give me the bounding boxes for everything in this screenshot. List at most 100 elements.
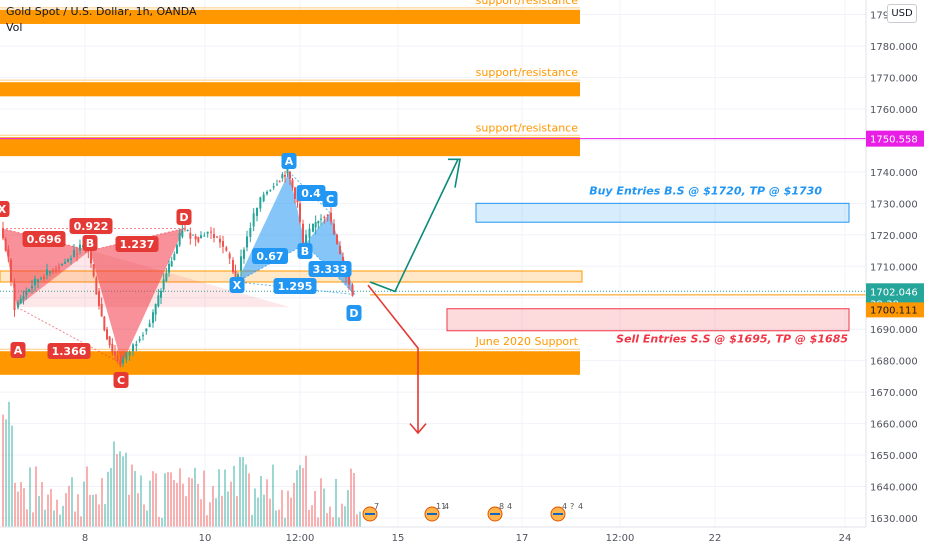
blue-ratio-ac-bg	[252, 248, 288, 264]
candle-body	[194, 235, 197, 240]
candle-body	[79, 244, 81, 251]
candle-body	[302, 223, 304, 243]
volume-bar	[299, 465, 301, 527]
blue-point-d: D	[349, 307, 358, 320]
candle-body	[203, 235, 206, 237]
zone-band	[0, 9, 580, 24]
volume-bar	[188, 477, 190, 527]
price-tick-label: 1630.000	[870, 514, 918, 525]
zone-label: June 2020 Support	[475, 335, 579, 348]
volume-bar	[326, 513, 328, 527]
price-tick-label: 1760.000	[870, 105, 918, 116]
candle-body	[168, 263, 170, 273]
red-ratio-ac-bg	[69, 218, 113, 234]
candle-body	[216, 236, 218, 238]
candle-body	[160, 290, 162, 298]
volume-bar	[203, 470, 205, 527]
red-point-c-bg	[113, 372, 129, 388]
volume-bar	[158, 516, 160, 527]
blue-point-x-bg	[229, 277, 245, 293]
candle-body	[240, 256, 242, 271]
price-tick-label: 1720.000	[870, 231, 918, 242]
volume-bars	[2, 401, 361, 527]
candle-body	[98, 291, 100, 306]
candle-body	[210, 231, 212, 233]
price-tick-label: 1670.000	[870, 388, 918, 399]
volume-bar	[35, 466, 37, 527]
blue-ratio-xb-bg	[296, 185, 326, 201]
candle-body	[34, 278, 36, 286]
candle-body	[145, 328, 148, 332]
volume-bar	[140, 475, 142, 527]
time-tick-label: 12:00	[286, 533, 315, 544]
volume-bar	[68, 485, 70, 527]
candle-body	[95, 277, 98, 295]
volume-bar	[2, 414, 4, 527]
candle-body	[323, 216, 326, 219]
volume-bar	[95, 494, 97, 527]
candle-body	[176, 245, 178, 254]
volume-bar	[287, 490, 289, 527]
candle-body	[181, 230, 184, 237]
event-badges	[362, 506, 566, 522]
candle-body	[291, 179, 294, 188]
volume-bar	[23, 488, 25, 527]
volume-bar	[272, 464, 274, 527]
volume-bar	[32, 512, 34, 527]
volume-bar	[5, 419, 7, 527]
volume-bar	[353, 472, 355, 527]
candle-body	[92, 264, 95, 277]
volume-bar	[17, 491, 19, 527]
candle-body	[276, 184, 278, 186]
event-badge-count: 4	[507, 502, 512, 511]
volume-bar	[164, 473, 166, 527]
blue-point-x: X	[233, 279, 242, 292]
candle-body	[142, 335, 144, 337]
candle-body	[40, 278, 42, 280]
red-ratio-bd: 1.237	[120, 238, 155, 251]
volume-bar	[41, 482, 43, 527]
volume-bar	[311, 505, 313, 527]
volume-bar	[323, 488, 325, 527]
volume-bar	[131, 464, 133, 527]
blue-ratio-ac: 0.67	[256, 250, 283, 263]
blue-ratio-xb: 0.4	[301, 187, 321, 200]
candle-body	[348, 275, 350, 285]
volume-bar	[278, 509, 280, 527]
volume-indicator-label[interactable]: Vol	[6, 21, 23, 34]
candle-body	[37, 279, 39, 282]
volume-bar	[119, 451, 121, 527]
candle-body	[152, 312, 154, 323]
volume-bar	[122, 456, 124, 527]
candle-body	[22, 296, 25, 300]
blue-point-c: C	[326, 193, 334, 206]
volume-bar	[227, 491, 229, 527]
candle-body	[10, 259, 12, 282]
volume-bar	[167, 472, 169, 527]
lower-price-tag: 1700.111	[870, 305, 918, 316]
time-tick-label: 10	[199, 533, 212, 544]
symbol-title[interactable]: Gold Spot / U.S. Dollar, 1h, OANDA	[6, 5, 197, 18]
volume-bar	[113, 441, 115, 527]
candle-body	[64, 261, 66, 264]
volume-bar	[209, 502, 211, 527]
price-tick-label: 1650.000	[870, 451, 918, 462]
volume-bar	[125, 452, 127, 527]
volume-bar	[251, 514, 253, 527]
red-harmonic-pattern	[1, 228, 290, 365]
candle-body	[286, 168, 289, 174]
candle-body	[116, 355, 119, 361]
candle-body	[351, 285, 354, 296]
volume-bar	[230, 481, 232, 527]
price-tick-label: 1640.000	[870, 483, 918, 494]
buy-entry-box	[475, 202, 850, 223]
red-point-a: A	[14, 344, 23, 357]
red-pattern-bcd	[90, 228, 184, 364]
volume-bar	[269, 498, 271, 527]
currency-button[interactable]: USD	[887, 4, 917, 23]
candle-body	[162, 279, 165, 290]
volume-bar	[296, 470, 298, 527]
candle-body	[25, 291, 28, 296]
zone-band	[0, 137, 580, 157]
